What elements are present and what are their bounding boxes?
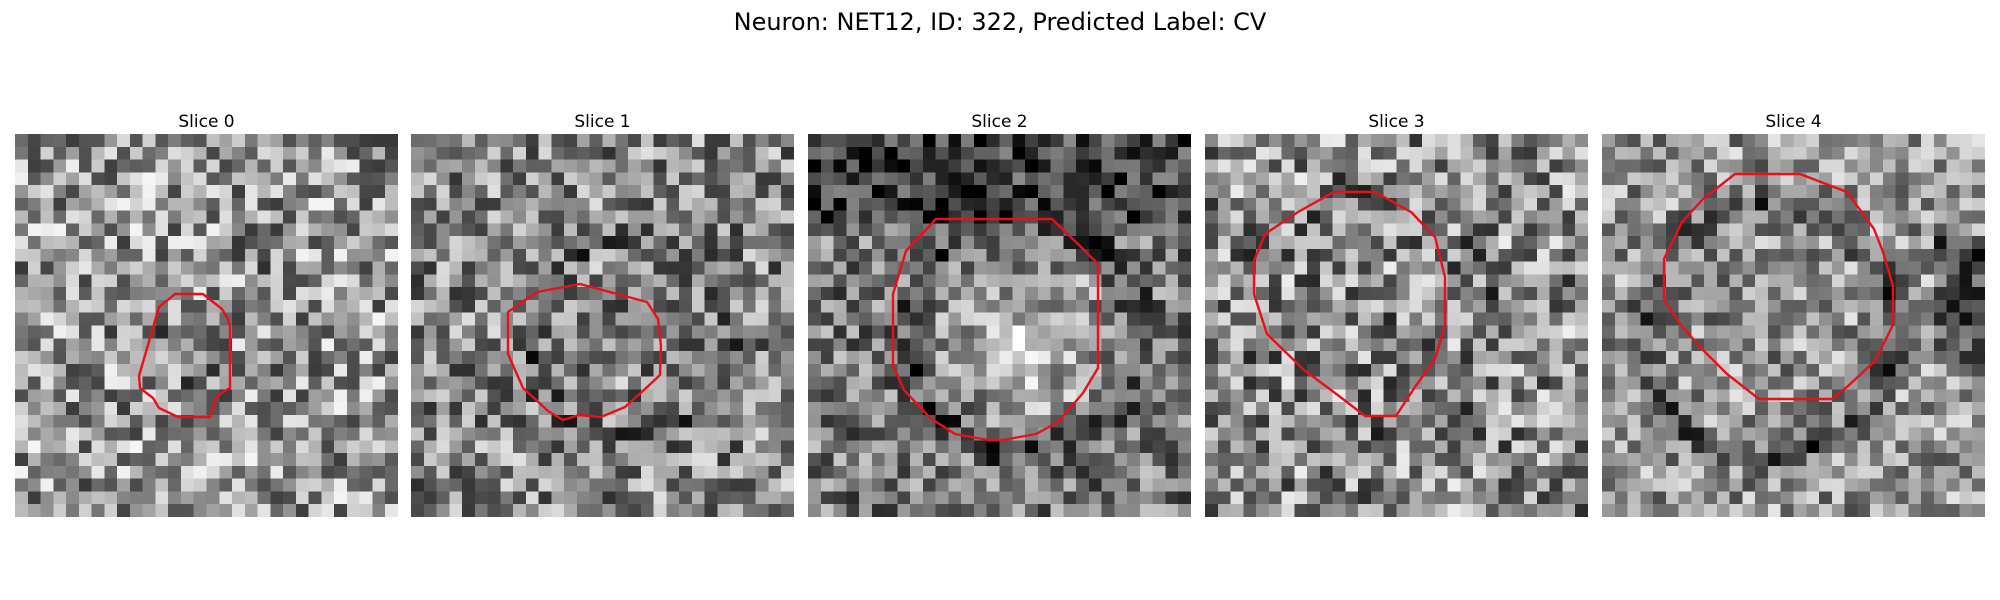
slice-image <box>15 134 398 517</box>
slice-panel-1: Slice 1 <box>411 110 794 517</box>
roi-contour <box>891 217 1100 442</box>
slice-image <box>1602 134 1985 517</box>
roi-contour <box>1662 172 1895 401</box>
slice-panel-3: Slice 3 <box>1205 110 1588 517</box>
slice-title: Slice 4 <box>1765 112 1822 132</box>
roi-contour <box>1252 190 1447 418</box>
slice-panel-4: Slice 4 <box>1602 110 1985 517</box>
slice-title: Slice 2 <box>971 112 1028 132</box>
slice-title: Slice 0 <box>178 112 235 132</box>
slice-image <box>1205 134 1588 517</box>
figure-title: Neuron: NET12, ID: 322, Predicted Label:… <box>733 8 1267 36</box>
slice-image <box>808 134 1191 517</box>
roi-contour <box>137 292 232 419</box>
slice-title: Slice 1 <box>574 112 631 132</box>
slice-title: Slice 3 <box>1368 112 1425 132</box>
roi-contour <box>506 282 663 422</box>
slice-image <box>411 134 794 517</box>
slice-panel-2: Slice 2 <box>808 110 1191 517</box>
slice-panel-0: Slice 0 <box>15 110 398 517</box>
